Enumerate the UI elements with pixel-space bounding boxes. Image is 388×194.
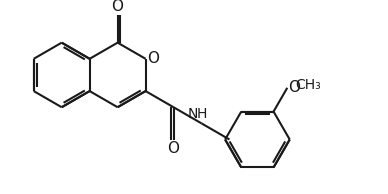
Text: O: O [168, 141, 180, 156]
Text: O: O [288, 80, 300, 95]
Text: O: O [147, 51, 159, 66]
Text: CH₃: CH₃ [295, 78, 321, 92]
Text: O: O [112, 0, 124, 14]
Text: H: H [196, 107, 207, 121]
Text: N: N [187, 107, 197, 121]
